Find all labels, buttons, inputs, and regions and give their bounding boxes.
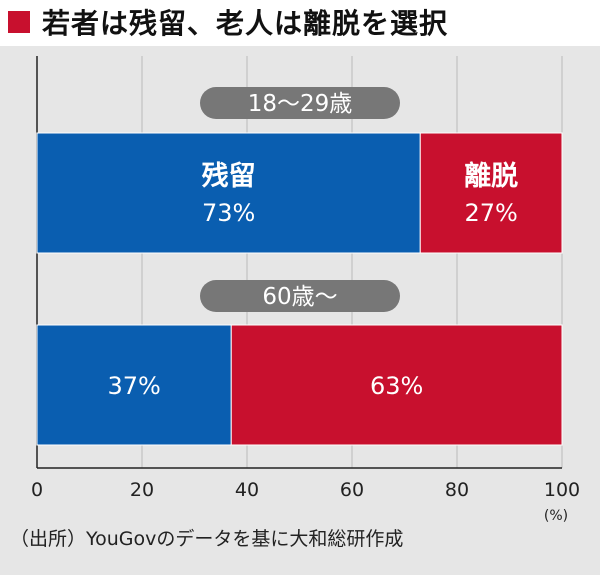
- category-label: 60歳〜: [262, 284, 337, 310]
- category-pill: [200, 87, 400, 119]
- x-tick-label: 0: [31, 479, 43, 501]
- chart-header: 若者は残留、老人は離脱を選択: [0, 0, 600, 44]
- category-pill: [200, 280, 400, 312]
- bar-segment: [36, 132, 421, 254]
- x-tick-label: 80: [445, 479, 469, 501]
- category-label: 18〜29歳: [248, 91, 353, 117]
- bar-segment: [230, 324, 563, 446]
- x-unit-label: (%): [544, 508, 568, 524]
- bar-segment: [36, 324, 232, 446]
- chart-title: 若者は残留、老人は離脱を選択: [42, 7, 449, 40]
- series-name-label: 残留: [202, 161, 256, 192]
- data-label: 37%: [107, 372, 160, 400]
- data-label: 73%: [202, 199, 255, 227]
- x-tick-label: 20: [130, 479, 154, 501]
- x-tick-label: 60: [340, 479, 364, 501]
- data-label: 27%: [464, 199, 517, 227]
- title-marker: [8, 11, 30, 33]
- data-label: 63%: [370, 372, 423, 400]
- stacked-bar-chart: 0 20 40 60 80 100 (%) 残留 73% 離脱 27% 18〜29歳 37% 63% 60歳…: [31, 56, 580, 524]
- source-note: （出所）YouGovのデータを基に大和総研作成: [10, 528, 404, 550]
- bar-segment: [419, 132, 563, 254]
- x-tick-label: 40: [235, 479, 259, 501]
- x-tick-label: 100: [544, 479, 580, 501]
- series-name-label: 離脱: [464, 160, 518, 192]
